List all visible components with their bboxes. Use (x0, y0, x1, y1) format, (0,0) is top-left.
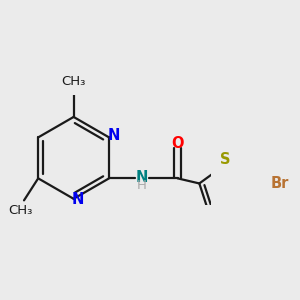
Text: Br: Br (271, 176, 289, 191)
Text: S: S (220, 152, 230, 166)
Text: CH₃: CH₃ (61, 75, 86, 88)
Text: O: O (171, 136, 184, 151)
Text: N: N (136, 170, 148, 185)
Text: H: H (137, 178, 147, 191)
Text: CH₃: CH₃ (9, 203, 33, 217)
Text: N: N (107, 128, 120, 143)
Text: N: N (72, 192, 84, 207)
